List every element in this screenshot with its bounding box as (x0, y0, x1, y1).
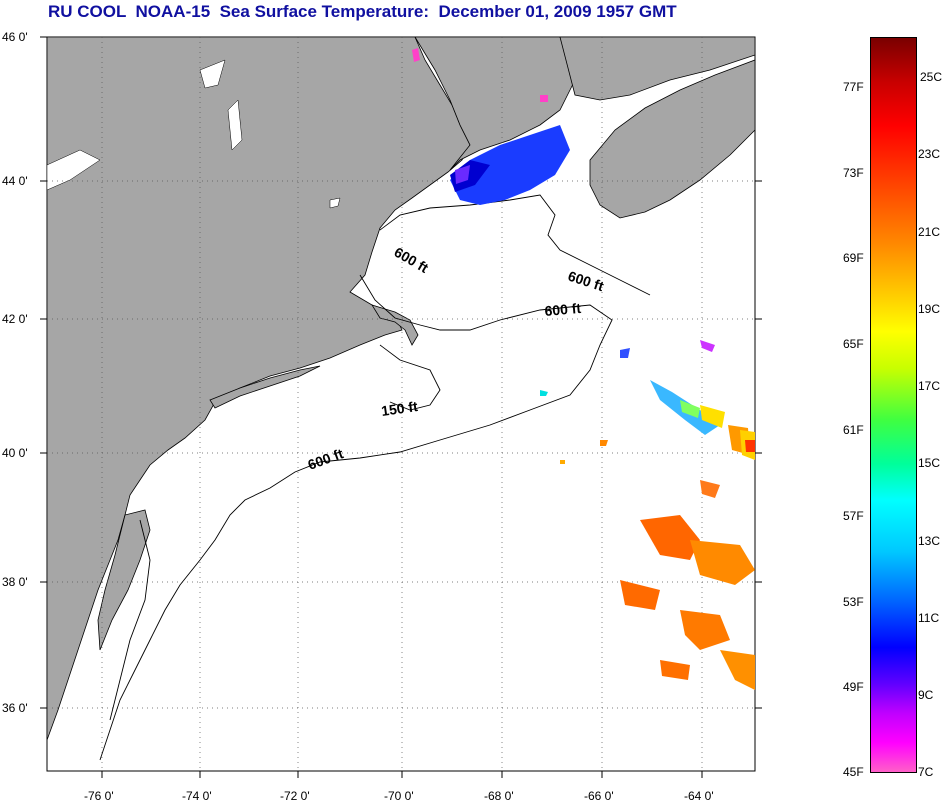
axis-ticks (40, 36, 762, 778)
contour-label-150ft: 150 ft (380, 398, 419, 419)
colorbar-label-25c: 25C (920, 70, 943, 84)
bathymetry-contours (99, 194, 651, 761)
colorbar-label-57f: 57F (843, 509, 864, 523)
colorbar-label-9c: 9C (918, 688, 934, 702)
colorbar-label-77f: 77F (843, 80, 864, 94)
colorbar-label-49f: 49F (843, 680, 864, 694)
sst-gulf-of-maine (450, 125, 570, 205)
colorbar-label-11c: 11C (918, 611, 940, 625)
lat-label-36: 36 0' (2, 701, 28, 715)
colorbar-label-17c: 17C (918, 379, 941, 393)
lakes (46, 59, 341, 209)
land-nova-scotia (589, 59, 756, 219)
colorbar-label-15c: 15C (918, 456, 941, 470)
colorbar-label-73f: 73F (843, 166, 864, 180)
colorbar-label-53f: 53F (843, 595, 864, 609)
lat-label-46: 46 0' (2, 30, 28, 44)
colorbar-label-13c: 13C (918, 534, 941, 548)
map-title: RU COOL NOAA-15 Sea Surface Temperature:… (48, 2, 677, 21)
lon-label-64: -64 0' (684, 789, 714, 803)
colorbar-label-65f: 65F (843, 337, 864, 351)
colorbar-label-69f: 69F (843, 251, 864, 265)
lon-label-68: -68 0' (484, 789, 514, 803)
colorbar-label-21c: 21C (918, 225, 941, 239)
contour-label-600ft-georges: 600 ft (544, 300, 582, 319)
lon-label-76: -76 0' (84, 789, 114, 803)
lat-label-44: 44 0' (2, 174, 28, 188)
lat-label-42: 42 0' (2, 312, 28, 326)
land-cape-cod (371, 304, 419, 346)
land-delmarva (97, 509, 151, 651)
land-new-brunswick (559, 36, 756, 101)
colorbar-label-23c: 23C (918, 147, 941, 161)
colorbar-label-61f: 61F (843, 423, 864, 437)
temperature-colorbar (870, 37, 917, 773)
colorbar-label-7c: 7C (918, 765, 934, 779)
land-long-island (209, 365, 321, 409)
lat-label-40: 40 0' (2, 446, 28, 460)
lon-label-74: -74 0' (182, 789, 212, 803)
lon-label-72: -72 0' (280, 789, 310, 803)
lon-label-70: -70 0' (384, 789, 414, 803)
lat-label-38: 38 0' (2, 575, 28, 589)
graticule (47, 37, 755, 771)
sst-data (412, 48, 755, 690)
colorbar-label-19c: 19C (918, 302, 941, 316)
lon-label-66: -66 0' (584, 789, 614, 803)
colorbar-label-45f: 45F (843, 765, 864, 779)
